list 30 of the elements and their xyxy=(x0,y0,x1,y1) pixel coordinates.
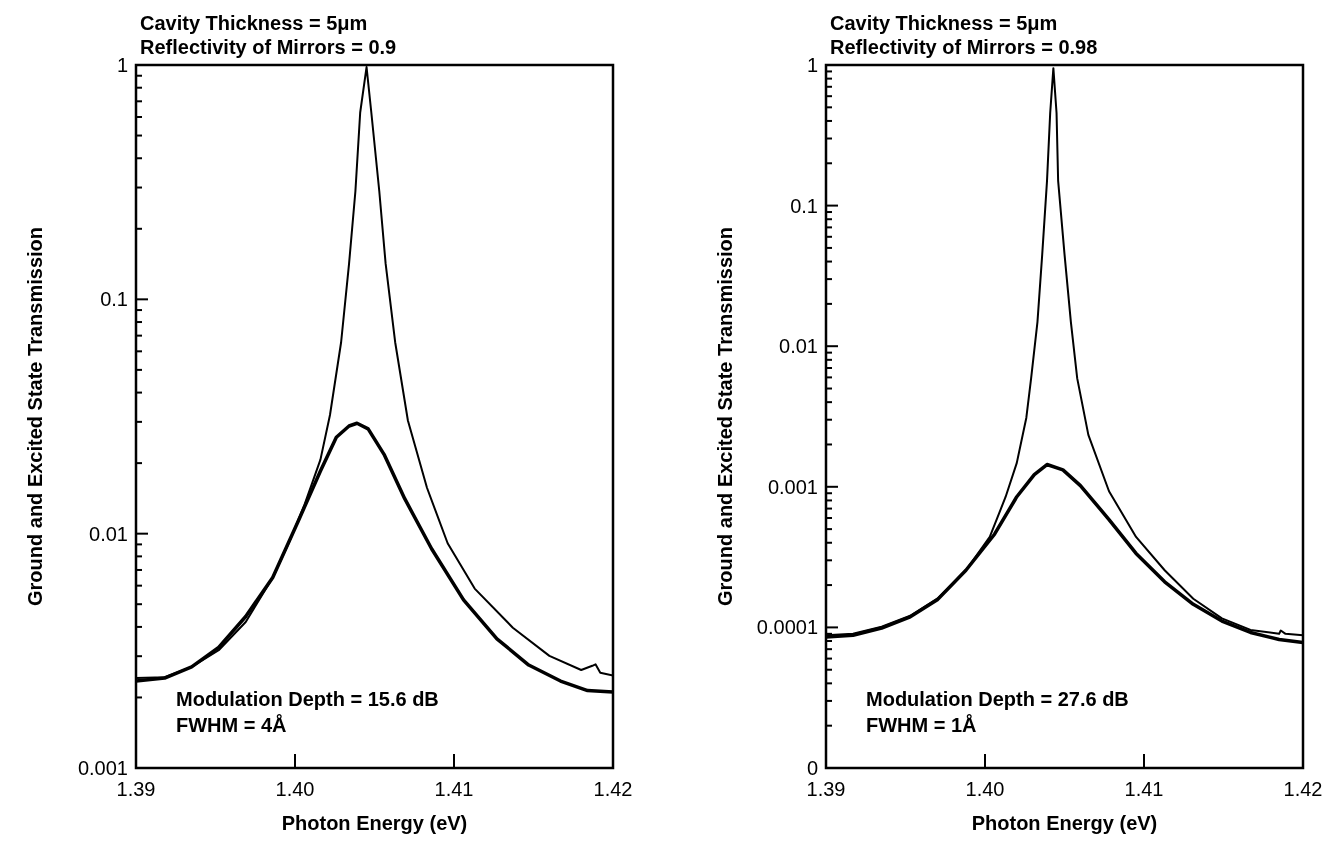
y-tick-label: 1 xyxy=(116,54,128,76)
chart-title: Cavity Thickness = 5μm xyxy=(140,12,368,34)
annotation: FWHM = 1Å xyxy=(866,713,977,736)
x-tick-label: 1.40 xyxy=(965,778,1005,800)
chart-title: Cavity Thickness = 5μm xyxy=(830,12,1058,34)
y-axis-title: Ground and Excited State Transmission xyxy=(24,227,46,606)
x-axis-title: Photon Energy (eV) xyxy=(971,812,1158,834)
chart-subtitle: Reflectivity of Mirrors = 0.98 xyxy=(830,36,1098,58)
y-tick-label: 0.1 xyxy=(100,288,128,311)
y-tick-label: 0.01 xyxy=(779,335,818,358)
x-tick-label: 1.41 xyxy=(434,778,474,800)
x-tick-label: 1.42 xyxy=(593,778,633,800)
x-tick-label: 1.39 xyxy=(116,778,156,800)
y-tick-label: 1 xyxy=(806,54,818,76)
annotation: FWHM = 4Å xyxy=(176,713,287,736)
y-tick-label: 0.1 xyxy=(790,194,818,217)
y-tick-label: 0.0001 xyxy=(756,616,818,639)
annotation: Modulation Depth = 15.6 dB xyxy=(176,688,439,710)
y-tick-label: 0.01 xyxy=(89,522,128,545)
x-axis-title: Photon Energy (eV) xyxy=(281,812,468,834)
x-tick-label: 1.40 xyxy=(275,778,315,800)
x-tick-label: 1.41 xyxy=(1124,778,1164,800)
x-tick-label: 1.42 xyxy=(1283,778,1323,800)
y-axis-title: Ground and Excited State Transmission xyxy=(714,227,736,606)
y-tick-label: 0 xyxy=(806,757,818,779)
chart-subtitle: Reflectivity of Mirrors = 0.9 xyxy=(140,36,397,58)
annotation: Modulation Depth = 27.6 dB xyxy=(866,688,1129,710)
x-tick-label: 1.39 xyxy=(806,778,846,800)
y-tick-label: 0.001 xyxy=(767,475,818,498)
y-tick-label: 0.001 xyxy=(77,757,128,779)
